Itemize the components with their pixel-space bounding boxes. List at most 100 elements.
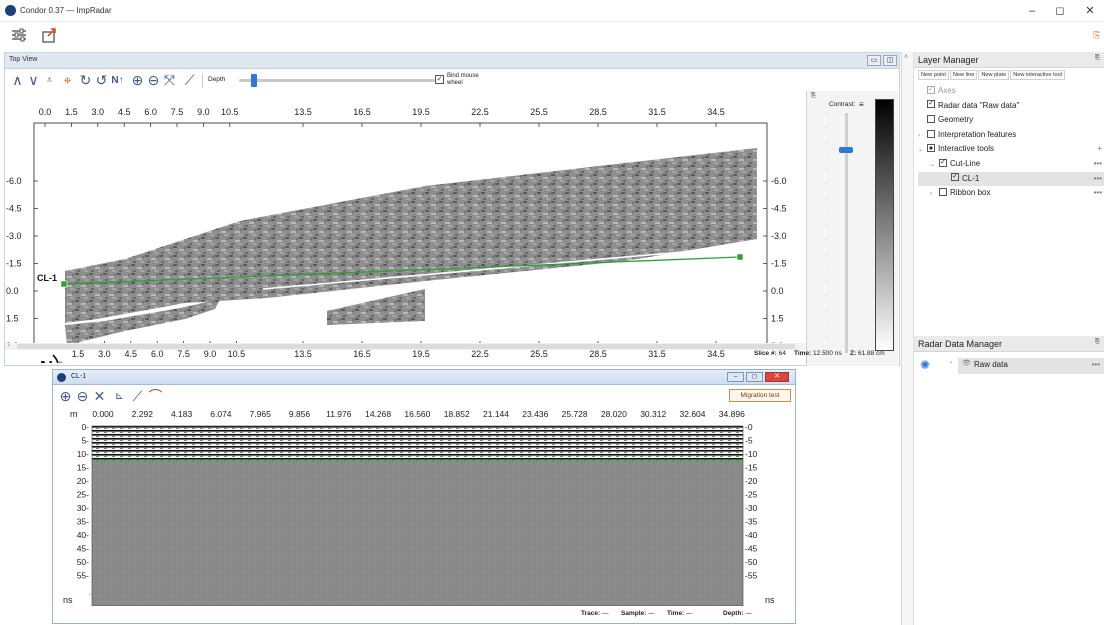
layer-tree-item-label: Cut-Line: [950, 159, 981, 168]
cl-close-button[interactable]: ✕: [765, 372, 789, 382]
z-readout: Z: 61.88 cm: [850, 350, 885, 357]
top-view-plot[interactable]: CL-1 N 0.0 1.5 3.0 4.5 6.0 7.5 9.0 10.5 13.5 16.5…: [5, 93, 805, 363]
cut-line-end-handle[interactable]: [736, 253, 744, 261]
measure-ruler-icon[interactable]: ⟋: [184, 72, 195, 88]
new-line-button[interactable]: New line: [949, 70, 978, 80]
layer-visibility-checkbox[interactable]: ✓: [927, 85, 935, 94]
layer-visibility-checkbox[interactable]: [939, 188, 947, 197]
layer-visibility-checkbox[interactable]: [927, 115, 935, 124]
maximize-button[interactable]: ◻: [1055, 5, 1065, 17]
radargram-y-tick-label-left: 0-: [81, 422, 89, 432]
radargram-y-tick-label-right: -10: [745, 449, 758, 459]
top-view-hscroll-thumb[interactable]: [17, 344, 795, 349]
dock-scroll-up-icon[interactable]: ˄: [904, 54, 909, 61]
tree-expand-icon[interactable]: ⌄: [918, 147, 924, 154]
cl-zoom-fit-icon[interactable]: ✕: [93, 388, 106, 404]
bind-mouse-wheel-checkbox[interactable]: ✓: [435, 75, 444, 84]
radargram-y-tick-label-right: -20: [745, 476, 758, 486]
radargram-y-tick-label-right: -15: [745, 463, 758, 473]
layer-tree-item[interactable]: ✓ Axes: [918, 84, 1104, 98]
y-tick-label-right: -1.5: [771, 259, 787, 269]
contrast-menu-icon[interactable]: ≡: [859, 100, 864, 109]
zoom-out-icon[interactable]: ⊖: [147, 72, 160, 88]
tree-expand-icon[interactable]: ›: [930, 191, 932, 198]
cl-hyperbola-icon[interactable]: ⌒: [148, 388, 163, 404]
tree-expand-icon[interactable]: ›: [918, 132, 920, 139]
pin-icon[interactable]: ⎘: [1093, 30, 1101, 40]
cl-scroll-left-icon[interactable]: ‹: [89, 592, 91, 598]
layer-tree-item[interactable]: ⌄ Interactive tools +: [918, 142, 1104, 156]
center-target-icon[interactable]: ⌖: [63, 72, 72, 88]
radar-data-manager-pin-icon[interactable]: ⎘: [1095, 339, 1100, 345]
new-plate-button[interactable]: New plate: [978, 70, 1010, 80]
dock-scrollbar[interactable]: ˄: [902, 52, 914, 625]
layer-visibility-checkbox[interactable]: [927, 129, 935, 138]
add-tool-icon[interactable]: +: [1097, 144, 1102, 154]
radar-data-more-icon[interactable]: •••: [1091, 360, 1100, 369]
layer-more-options-icon[interactable]: •••: [1093, 159, 1102, 168]
cut-line-window-titlebar[interactable]: CL-1 – ◻ ✕: [53, 370, 795, 385]
visibility-eye-icon[interactable]: 👁: [962, 360, 971, 367]
x-tick-label-bottom: 13.5: [294, 349, 312, 359]
radargram-y-tick-label-left: 45-: [77, 544, 89, 554]
contrast-pin-icon[interactable]: ⎘: [811, 93, 816, 99]
layer-more-options-icon[interactable]: •••: [1093, 188, 1102, 198]
layer-tree-item[interactable]: ⌄ ✓ Cut-Line •••: [918, 157, 1104, 171]
radar-settings-gear-icon[interactable]: ✺: [920, 358, 931, 372]
layer-manager-pin-icon[interactable]: ⎘: [1095, 55, 1100, 61]
layer-visibility-checkbox[interactable]: [927, 144, 935, 153]
cl-axis-icon[interactable]: ⊾: [114, 390, 125, 402]
tree-expand-icon[interactable]: ⌄: [930, 162, 936, 168]
slice-readout: Slice #: 64: [754, 350, 786, 357]
new-point-button[interactable]: New point: [918, 70, 949, 80]
depth-slider-thumb[interactable]: [250, 74, 257, 87]
layer-tree-item[interactable]: › Interpretation features: [918, 128, 1104, 142]
depth-level-icon[interactable]: ⩡: [46, 75, 53, 86]
rotate-ccw-icon[interactable]: ↺: [95, 72, 108, 88]
panel-float-button[interactable]: ◫: [883, 55, 897, 66]
cl-maximize-button[interactable]: ◻: [746, 372, 763, 382]
scroll-left-icon[interactable]: ‹: [8, 343, 10, 349]
panel-restore-button[interactable]: ▭: [867, 55, 881, 66]
top-view-hscrollbar[interactable]: ‹: [5, 343, 805, 350]
contrast-slider-thumb[interactable]: [839, 146, 853, 153]
migration-test-button[interactable]: Migration test: [729, 389, 791, 402]
zoom-in-icon[interactable]: ⊕: [131, 72, 144, 88]
layer-visibility-checkbox[interactable]: ✓: [927, 100, 935, 109]
y-tick-label-right: 0.0: [771, 286, 784, 296]
close-button[interactable]: ✕: [1085, 5, 1095, 17]
layer-tree: ✓ Axes ✓ Radar data "Raw data" Geometry › Inte…: [918, 84, 1104, 244]
y-tick-label-right: 1.5: [771, 314, 784, 324]
radar-data-item[interactable]: 👁 Raw data •••: [958, 358, 1104, 374]
layer-tree-item[interactable]: Geometry: [918, 113, 1104, 127]
contrast-panel: ⎘ Contrast: ≡: [806, 91, 898, 366]
layer-visibility-checkbox[interactable]: ✓: [939, 158, 947, 167]
y-tick-label-right: -3.0: [771, 231, 787, 241]
cl-minimize-button[interactable]: –: [727, 372, 744, 382]
minimize-button[interactable]: –: [1028, 5, 1036, 17]
layer-visibility-checkbox[interactable]: ✓: [951, 173, 959, 182]
contrast-slider-track[interactable]: [845, 113, 848, 353]
layer-tree-item[interactable]: ✓ CL-1 •••: [918, 171, 1104, 186]
cl-measure-icon[interactable]: ⟋: [132, 388, 143, 404]
cl-zoom-out-icon[interactable]: ⊖: [76, 388, 89, 404]
cut-line-start-handle[interactable]: [60, 280, 68, 288]
raw-data-expand-icon[interactable]: ›: [950, 360, 952, 366]
north-up-icon[interactable]: N↑: [111, 75, 124, 86]
depth-slider-track[interactable]: [239, 74, 435, 87]
depth-label-cl: Depth:: [723, 610, 744, 617]
settings-sliders-icon[interactable]: [8, 26, 30, 48]
cl-zoom-in-icon[interactable]: ⊕: [59, 388, 72, 404]
layer-more-options-icon[interactable]: •••: [1093, 173, 1102, 183]
layer-tree-item[interactable]: › Ribbon box •••: [918, 186, 1104, 200]
new-interactive-tool-button[interactable]: New interactive tool: [1010, 70, 1066, 80]
pan-up-icon[interactable]: ∧: [12, 72, 23, 88]
zoom-fit-icon[interactable]: ⤧: [163, 72, 176, 88]
radargram-y-tick-label-left: 5-: [81, 436, 89, 446]
cut-line-cl1[interactable]: [63, 256, 741, 285]
export-icon[interactable]: [38, 26, 60, 48]
pan-down-icon[interactable]: ∨: [28, 72, 39, 88]
radargram-plot[interactable]: m 0.000 2.292 4.183 6.074 7.965 9.856 11.976 14…: [53, 406, 795, 606]
rotate-cw-icon[interactable]: ↻: [79, 72, 92, 88]
layer-tree-item[interactable]: ✓ Radar data "Raw data": [918, 99, 1104, 113]
